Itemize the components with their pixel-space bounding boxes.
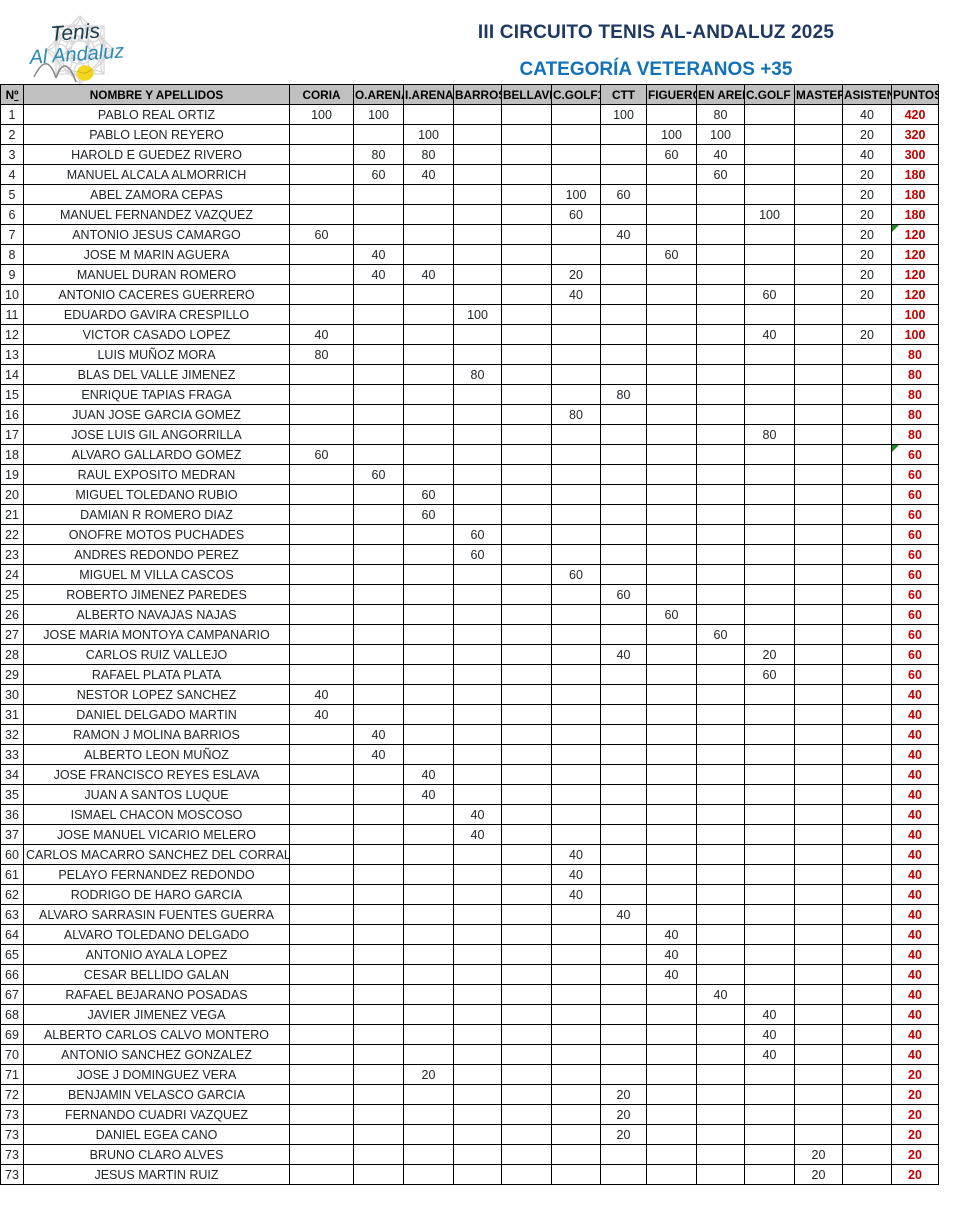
svg-text:Al Andaluz: Al Andaluz (28, 40, 125, 69)
